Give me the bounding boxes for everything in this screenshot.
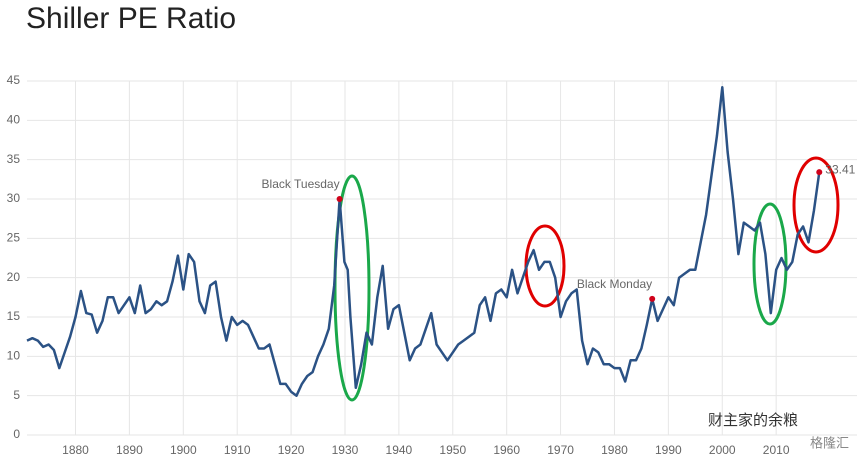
highlight-ellipse — [792, 156, 840, 254]
y-tick-label: 35 — [7, 152, 21, 166]
x-tick-label: 1910 — [224, 443, 251, 457]
annotation-label: Black Monday — [577, 277, 652, 291]
y-tick-label: 20 — [7, 270, 21, 284]
y-tick-label: 30 — [7, 191, 21, 205]
chart-title: Shiller PE Ratio — [26, 2, 236, 35]
x-tick-label: 1880 — [62, 443, 89, 457]
x-tick-label: 1970 — [547, 443, 574, 457]
x-tick-label: 2000 — [709, 443, 736, 457]
y-tick-label: 25 — [7, 231, 21, 245]
x-tick-label: 2010 — [763, 443, 790, 457]
grid — [27, 80, 857, 436]
highlight-ellipse — [752, 202, 788, 326]
x-tick-label: 1950 — [439, 443, 466, 457]
annotation-point — [816, 169, 823, 176]
x-tick-label: 1900 — [170, 443, 197, 457]
annotation-label: 33.41 — [825, 162, 855, 176]
y-tick-label: 15 — [7, 309, 21, 323]
annotation-point — [649, 295, 656, 302]
y-tick-label: 40 — [7, 113, 21, 127]
y-tick-label: 10 — [7, 349, 21, 363]
y-tick-label: 5 — [13, 388, 20, 402]
x-tick-label: 1990 — [655, 443, 682, 457]
annotation-point — [336, 196, 343, 202]
x-tick-label: 1890 — [116, 443, 143, 457]
x-tick-label: 1930 — [332, 443, 359, 457]
y-tick-label: 0 — [13, 427, 20, 441]
line — [26, 86, 821, 397]
y-tick-label: 45 — [7, 73, 21, 87]
watermark: 格隆汇 — [810, 435, 849, 450]
annotation-label: Black Tuesday — [262, 177, 340, 191]
x-tick-label: 1940 — [386, 443, 413, 457]
x-tick-label: 1920 — [278, 443, 305, 457]
watermark: 财主家的余粮 — [708, 411, 798, 429]
x-tick-label: 1960 — [493, 443, 520, 457]
x-tick-label: 1980 — [601, 443, 628, 457]
